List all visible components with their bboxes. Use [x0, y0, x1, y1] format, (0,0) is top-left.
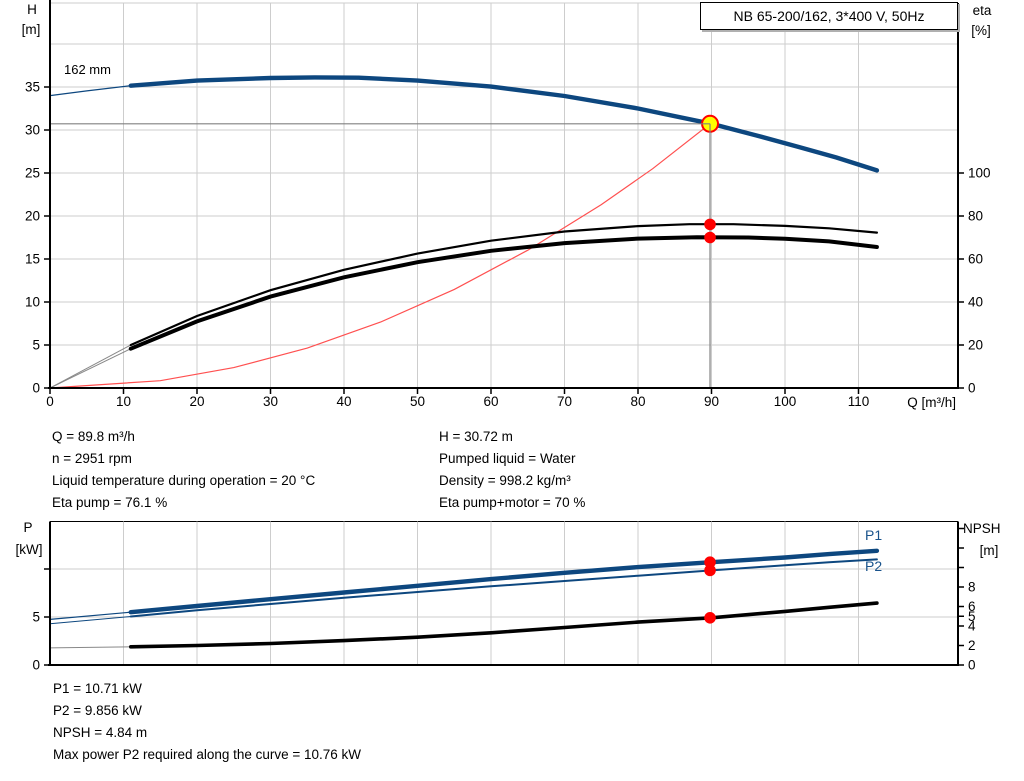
- h-axis-unit: [m]: [21, 22, 41, 37]
- p1-curve-label: P1: [865, 527, 883, 543]
- info-pumped-liquid: Pumped liquid = Water: [439, 451, 576, 466]
- left-axis-tick-label: 15: [25, 252, 40, 267]
- right-axis-tick-label: 100: [968, 166, 991, 181]
- left-axis-tick-label: 0: [32, 658, 40, 673]
- info-p2: P2 = 9.856 kW: [53, 703, 142, 718]
- eta-axis-name: eta: [972, 3, 992, 18]
- info-max-power: Max power P2 required along the curve = …: [53, 747, 362, 762]
- left-axis-tick-label: 0: [32, 381, 40, 396]
- right-axis-tick-label: 2: [968, 638, 976, 653]
- head-curve-162mm: [128, 75, 880, 173]
- left-axis-tick-label: 5: [32, 610, 40, 625]
- x-axis-tick-label: 60: [483, 394, 498, 409]
- head-curve-162mm-lead-in: [49, 85, 131, 97]
- right-axis-tick-label: 5: [968, 609, 976, 624]
- p1-duty-dot: [704, 556, 716, 568]
- npsh-duty-dot: [704, 612, 716, 624]
- eta-pump-duty-dot: [704, 218, 716, 231]
- eta-pump-motor-curve: [128, 235, 879, 351]
- left-axis-tick-label: 35: [25, 80, 40, 95]
- left-axis-tick-label: 30: [25, 123, 40, 138]
- system-curve: [49, 123, 711, 389]
- q-axis-label: Q [m³/h]: [907, 395, 956, 410]
- h-axis-name: H: [27, 2, 37, 17]
- p-axis-unit: [kW]: [15, 542, 43, 557]
- left-axis-tick-label: 5: [32, 338, 40, 353]
- x-axis-tick-label: 90: [704, 394, 719, 409]
- p-axis-name: P: [23, 520, 33, 535]
- info-p1: P1 = 10.71 kW: [53, 681, 142, 696]
- p2-duty-dot: [704, 564, 716, 577]
- x-axis-tick-label: 100: [774, 394, 797, 409]
- x-axis-tick-label: 50: [410, 394, 425, 409]
- npsh-curve: [129, 601, 879, 649]
- eta-pump-motor-curve-lead-in: [49, 348, 132, 389]
- info-eta-pump: Eta pump = 76.1 %: [52, 495, 168, 510]
- x-axis-tick-label: 40: [336, 394, 351, 409]
- info-npsh: NPSH = 4.84 m: [53, 725, 148, 740]
- info-q: Q = 89.8 m³/h: [52, 429, 135, 444]
- x-axis-tick-label: 80: [630, 394, 645, 409]
- npsh-axis-unit: [m]: [979, 543, 999, 558]
- right-axis-tick-label: 80: [968, 209, 983, 224]
- left-axis-tick-label: 20: [25, 209, 40, 224]
- x-axis-tick-label: 110: [848, 394, 870, 409]
- x-axis-tick-label: 0: [46, 394, 54, 409]
- x-axis-tick-label: 30: [263, 394, 278, 409]
- info-liquid-temp: Liquid temperature during operation = 20…: [52, 473, 316, 488]
- x-axis-tick-label: 10: [116, 394, 131, 409]
- right-axis-tick-label: 40: [968, 295, 983, 310]
- info-density: Density = 998.2 kg/m³: [439, 473, 571, 488]
- right-axis-tick-label: 60: [968, 252, 983, 267]
- p1-curve: [128, 548, 880, 615]
- p2-curve: [129, 558, 878, 618]
- info-n: n = 2951 rpm: [52, 451, 132, 466]
- right-axis-tick-label: 0: [968, 381, 976, 396]
- right-axis-tick-label: 0: [968, 658, 976, 673]
- right-axis-tick-label: 20: [968, 338, 983, 353]
- info-eta-pump-motor: Eta pump+motor = 70 %: [439, 495, 586, 510]
- right-axis-tick-label: 4: [968, 619, 976, 634]
- right-axis-tick-label: 6: [968, 599, 976, 614]
- eta-axis-unit: [%]: [971, 23, 991, 38]
- eta-pump-curve: [129, 223, 878, 347]
- info-h: H = 30.72 m: [439, 429, 513, 444]
- x-axis-tick-label: 70: [557, 394, 572, 409]
- left-axis-tick-label: 10: [25, 295, 40, 310]
- npsh-curve-lead-in: [49, 646, 131, 649]
- p2-curve-lead-in: [49, 616, 131, 625]
- p1-curve-lead-in: [49, 611, 131, 620]
- p2-curve-label: P2: [865, 558, 883, 574]
- x-axis-tick-label: 20: [189, 394, 204, 409]
- pump-title-box: NB 65-200/162, 3*400 V, 50Hz: [700, 2, 958, 30]
- eta-pump-motor-duty-dot: [704, 231, 716, 244]
- left-axis-tick-label: 25: [25, 166, 40, 181]
- impeller-diameter-label: 162 mm: [64, 62, 111, 77]
- right-axis-tick-label: 8: [968, 580, 976, 595]
- npsh-axis-name: NPSH: [963, 521, 1001, 536]
- eta-pump-curve-lead-in: [49, 344, 132, 389]
